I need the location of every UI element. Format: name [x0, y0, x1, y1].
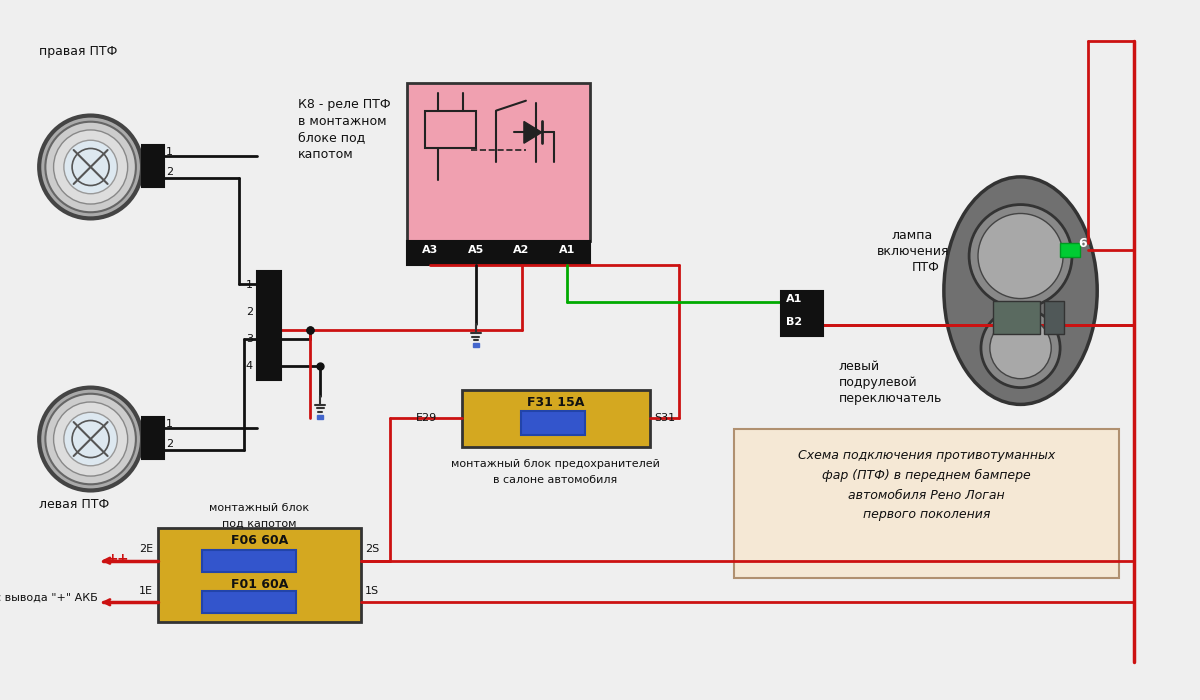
Text: в монтажном: в монтажном [299, 115, 386, 127]
Text: 2: 2 [166, 439, 173, 449]
Text: 1S: 1S [365, 587, 379, 596]
Text: E29: E29 [415, 413, 437, 424]
Text: лампа: лампа [892, 230, 934, 242]
Bar [1044, 300, 1064, 334]
Text: ПТФ: ПТФ [912, 261, 940, 274]
Bar [257, 271, 281, 379]
Text: 3: 3 [246, 334, 253, 344]
Bar [733, 429, 1120, 578]
Bar [1060, 243, 1080, 257]
Bar [407, 83, 590, 241]
Circle shape [54, 130, 127, 204]
Circle shape [970, 204, 1072, 307]
Bar [425, 111, 476, 148]
Circle shape [46, 122, 136, 212]
Bar [781, 314, 823, 336]
Bar [317, 414, 323, 419]
Text: F31 15A: F31 15A [527, 395, 584, 409]
Text: S31: S31 [654, 413, 676, 424]
Circle shape [46, 394, 136, 484]
Text: левый: левый [839, 360, 880, 373]
Text: первого поколения: первого поколения [863, 508, 990, 522]
Text: левая ПТФ: левая ПТФ [40, 498, 109, 512]
Text: монтажный блок предохранителей: монтажный блок предохранителей [451, 458, 660, 469]
Text: переключатель: переключатель [839, 391, 942, 405]
Bar [521, 412, 586, 435]
Text: под капотом: под капотом [222, 518, 296, 528]
Text: 2S: 2S [365, 544, 379, 554]
Text: К8 - реле ПТФ: К8 - реле ПТФ [299, 98, 391, 111]
Bar [203, 592, 296, 613]
Text: A1: A1 [559, 245, 576, 255]
Bar [142, 145, 164, 187]
Bar [781, 290, 823, 312]
Text: A1: A1 [786, 293, 803, 304]
Text: фар (ПТФ) в переднем бампере: фар (ПТФ) в переднем бампере [822, 469, 1031, 482]
Text: 2: 2 [246, 307, 253, 316]
Text: монтажный блок: монтажный блок [209, 503, 310, 513]
Text: капотом: капотом [299, 148, 354, 161]
Circle shape [64, 140, 118, 194]
Text: блоке под: блоке под [299, 132, 366, 144]
Text: автомобиля Рено Логан: автомобиля Рено Логан [848, 489, 1004, 501]
Text: правая ПТФ: правая ПТФ [40, 46, 118, 58]
Circle shape [990, 317, 1051, 379]
Text: 2: 2 [166, 167, 173, 177]
Text: 2E: 2E [139, 544, 152, 554]
Bar [407, 241, 590, 265]
Text: с вывода "+" АКБ: с вывода "+" АКБ [0, 592, 97, 603]
Circle shape [64, 412, 118, 466]
Text: 1: 1 [166, 147, 173, 158]
Circle shape [978, 214, 1063, 299]
Circle shape [40, 116, 142, 218]
Bar [158, 528, 361, 622]
Text: 4: 4 [246, 361, 253, 371]
Polygon shape [524, 122, 541, 144]
Text: Схема подключения противотуманных: Схема подключения противотуманных [798, 449, 1055, 462]
Text: 6: 6 [1078, 237, 1086, 250]
Text: +: + [116, 552, 128, 566]
Circle shape [980, 309, 1060, 388]
Bar [992, 300, 1040, 334]
Bar [462, 390, 649, 447]
Text: 1E: 1E [139, 587, 152, 596]
Text: 1: 1 [246, 279, 253, 290]
Ellipse shape [944, 177, 1097, 405]
Text: A5: A5 [468, 245, 484, 255]
Circle shape [54, 402, 127, 476]
Text: A2: A2 [514, 245, 529, 255]
Text: включения: включения [877, 245, 949, 258]
Text: F06 60A: F06 60A [230, 534, 288, 547]
Bar [473, 343, 479, 347]
Text: 1: 1 [166, 419, 173, 429]
Bar [142, 417, 164, 458]
Text: в салоне автомобиля: в салоне автомобиля [493, 475, 618, 484]
Text: A3: A3 [422, 245, 438, 255]
Text: B2: B2 [786, 317, 803, 328]
Text: +: + [107, 552, 118, 566]
Text: F01 60A: F01 60A [230, 578, 288, 591]
Text: подрулевой: подрулевой [839, 376, 917, 389]
Bar [203, 550, 296, 572]
Circle shape [40, 388, 142, 491]
